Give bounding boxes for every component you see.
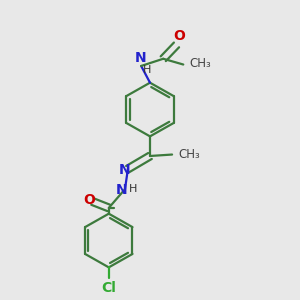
Text: CH₃: CH₃	[178, 148, 200, 161]
Text: H: H	[129, 184, 137, 194]
Text: CH₃: CH₃	[190, 57, 212, 70]
Text: N: N	[116, 183, 128, 197]
Text: N: N	[134, 51, 146, 65]
Text: O: O	[83, 193, 95, 207]
Text: O: O	[173, 28, 185, 43]
Text: Cl: Cl	[101, 281, 116, 295]
Text: N: N	[119, 163, 131, 176]
Text: H: H	[143, 65, 151, 75]
